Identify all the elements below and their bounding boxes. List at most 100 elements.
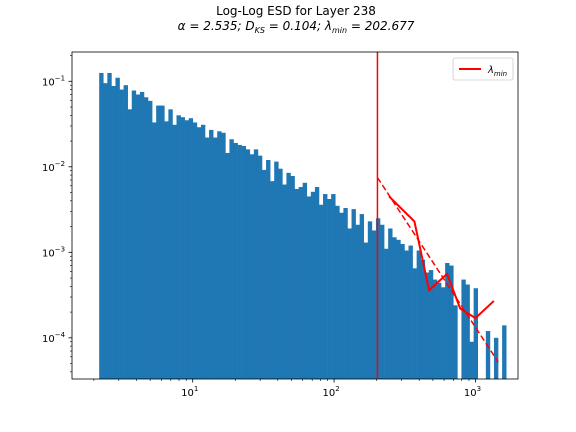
histogram-bar (233, 142, 238, 379)
histogram-bar (298, 187, 303, 379)
histogram-bar (253, 149, 259, 379)
fit-line-dashed (376, 177, 499, 363)
legend: λmin (452, 57, 514, 81)
histogram-bar (485, 331, 491, 379)
histogram-bar (245, 149, 251, 379)
subtitle-alpha: α = 2.535 (178, 19, 238, 33)
histogram-bar (176, 115, 181, 379)
histogram-bar (469, 341, 474, 379)
histogram-bar (412, 268, 417, 379)
histogram-bar (473, 288, 478, 379)
histogram-bar (196, 127, 202, 379)
histogram-bar (139, 91, 145, 379)
histogram-bar (205, 137, 210, 379)
histogram-bar (465, 284, 470, 379)
histogram-bar (164, 121, 169, 379)
subtitle-sep-1: ; (238, 19, 246, 33)
histogram-bar (274, 161, 279, 379)
x-tick-label: 102 (322, 385, 339, 399)
y-tick-label: 10−2 (42, 160, 65, 174)
histogram-bar (453, 305, 458, 379)
histogram-bar (111, 86, 116, 379)
histogram-bar (461, 279, 466, 379)
histogram-bar (335, 205, 340, 379)
histogram-bar (384, 248, 389, 379)
histogram-bar (359, 214, 365, 379)
histogram-bar (180, 117, 185, 379)
x-tick-label: 101 (181, 385, 198, 399)
histogram-bar (156, 105, 161, 379)
subtitle-lam-val: = 202.677 (347, 19, 415, 33)
histogram-bar (314, 187, 320, 379)
histogram-bar (449, 265, 454, 379)
histogram-bar (188, 118, 194, 379)
histogram-bar (143, 97, 149, 379)
subtitle-dks: D (245, 19, 254, 33)
histogram-bar (99, 72, 104, 379)
histogram-bar (318, 204, 324, 379)
histogram-bar (392, 237, 397, 379)
histogram-bar (310, 191, 316, 379)
histogram-bar (221, 132, 226, 379)
histogram-bar (115, 77, 120, 379)
histogram-bar (249, 154, 255, 379)
histogram-bar (261, 169, 267, 379)
histogram-bar (213, 137, 218, 379)
empirical-line (388, 195, 495, 320)
histogram-bar (347, 228, 352, 379)
histogram-bar (408, 245, 413, 379)
histogram-bar (229, 139, 234, 379)
subtitle-sep-2: ; (317, 19, 325, 33)
histogram-bar (290, 176, 295, 379)
histogram-bar (363, 242, 369, 379)
histogram-bar (351, 209, 356, 379)
histogram-bar (286, 172, 291, 379)
histogram-bar (302, 182, 308, 379)
legend-label: λmin (487, 65, 507, 78)
histogram-bar (339, 212, 344, 379)
histogram-bar (371, 230, 377, 379)
histogram-bar (237, 144, 242, 379)
chart-title: Log-Log ESD for Layer 238 (216, 4, 376, 18)
histogram-bar (432, 279, 438, 379)
histogram-bar (380, 224, 385, 379)
histogram-bar (241, 146, 247, 379)
histogram-bar (416, 250, 422, 379)
histogram-bar (278, 168, 283, 379)
histogram-bar (266, 160, 271, 379)
histogram-bar (424, 272, 430, 379)
histogram-bar (420, 259, 426, 379)
y-tick-label: 10−4 (42, 331, 66, 345)
histogram-bar (445, 262, 450, 379)
histogram-bar (428, 270, 434, 379)
subtitle-lam-sub: min (332, 26, 347, 35)
subtitle-dks-val: = 0.104 (265, 19, 317, 33)
histogram-bar (270, 181, 275, 379)
histogram-bar (127, 109, 133, 379)
histogram-bar (103, 83, 108, 379)
y-tick-label: 10−1 (42, 74, 65, 88)
histogram-bar (257, 155, 263, 379)
histogram-bar (388, 228, 393, 379)
histogram-bar (294, 188, 299, 379)
histogram-bar (119, 89, 124, 379)
histogram-bar (404, 250, 409, 379)
histogram-bar (192, 122, 198, 379)
histogram-bar (306, 196, 312, 379)
histogram-bar (502, 325, 507, 379)
x-tick-label: 103 (464, 385, 481, 399)
histogram-bar (323, 194, 328, 379)
histogram-bar (152, 122, 157, 379)
subtitle-lam: λ (324, 19, 332, 33)
histogram-bar (131, 90, 137, 379)
subtitle-dks-sub: KS (255, 26, 265, 35)
axes: 101 102 103 10−4 10−3 10−2 10−1 (42, 51, 519, 399)
histogram-bar (172, 124, 177, 379)
plot-lines (376, 52, 499, 379)
histogram-bar (123, 85, 128, 379)
histogram-bar (327, 199, 332, 379)
histogram-bar (184, 120, 190, 379)
histogram-bar (343, 207, 348, 379)
histogram-bar (225, 152, 230, 379)
